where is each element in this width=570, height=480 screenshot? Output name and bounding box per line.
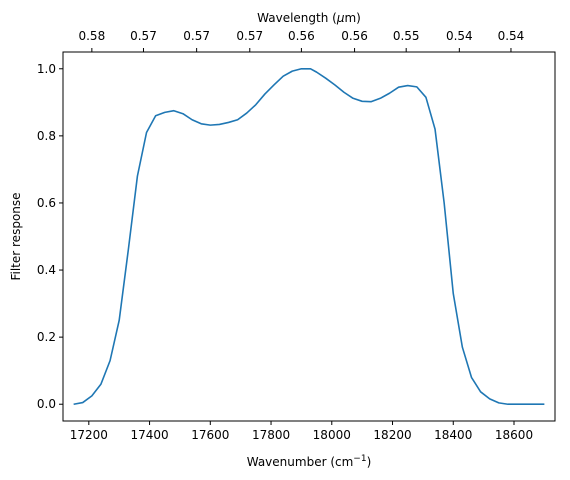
series-line <box>73 67 545 406</box>
x-axis: 17200 17400 17600 17800 18000 18200 18400 18600 <box>70 421 533 442</box>
y-axis: 0.0 0.2 0.4 0.6 0.8 1.0 <box>37 62 63 411</box>
x-tick-label: 18400 <box>434 428 472 442</box>
x-tick-label: 18600 <box>495 428 533 442</box>
y-tick-label: 0.0 <box>37 397 56 411</box>
y-tick-label: 0.4 <box>37 263 56 277</box>
top-x-axis-label: Wavelength (μm) <box>257 11 361 25</box>
top-tick-label: 0.54 <box>446 29 473 43</box>
top-tick-label: 0.56 <box>341 29 368 43</box>
top-tick-label: 0.58 <box>78 29 105 43</box>
y-tick-label: 1.0 <box>37 62 56 76</box>
x-tick-label: 18200 <box>373 428 411 442</box>
x-tick-label: 17800 <box>252 428 290 442</box>
x-tick-label: 17600 <box>191 428 229 442</box>
y-tick-label: 0.2 <box>37 330 56 344</box>
top-tick-label: 0.55 <box>393 29 420 43</box>
top-tick-label: 0.54 <box>498 29 525 43</box>
x-axis-label: Wavenumber (cm−1) <box>247 454 372 469</box>
y-tick-label: 0.8 <box>37 129 56 143</box>
x-tick-label: 17400 <box>130 428 168 442</box>
plot-area <box>62 51 556 422</box>
x-tick-label: 17200 <box>70 428 108 442</box>
x-tick-label: 18000 <box>313 428 351 442</box>
top-tick-label: 0.57 <box>183 29 210 43</box>
top-x-axis: 0.58 0.57 0.57 0.57 0.56 0.56 0.55 0.54 0.54 <box>78 29 524 52</box>
y-axis-label: Filter response <box>9 192 23 280</box>
top-tick-label: 0.57 <box>236 29 263 43</box>
top-tick-label: 0.57 <box>130 29 157 43</box>
top-tick-label: 0.56 <box>288 29 315 43</box>
plot-frame <box>62 51 556 422</box>
y-tick-label: 0.6 <box>37 196 56 210</box>
